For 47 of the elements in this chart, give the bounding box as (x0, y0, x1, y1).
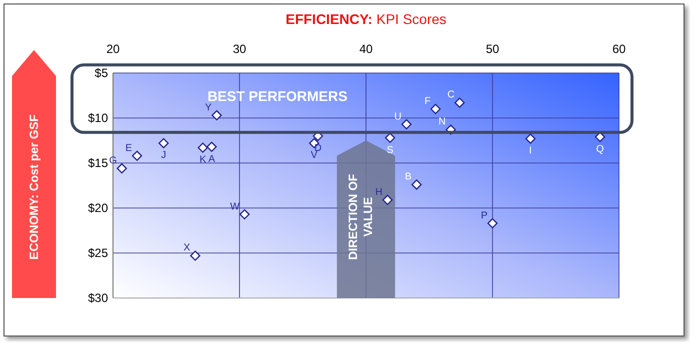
y-tick-label: $5 (94, 66, 108, 80)
annotation: P (480, 210, 488, 222)
annotation: F (424, 96, 431, 107)
point (525, 134, 536, 144)
point (239, 209, 250, 220)
annotation: K (199, 154, 206, 166)
point (384, 132, 396, 143)
annotation: N (438, 116, 446, 128)
point (190, 250, 200, 261)
point (454, 98, 465, 108)
annotation: J (161, 150, 166, 162)
annotation: Q (596, 144, 604, 155)
annotation: Y (205, 102, 212, 114)
point (206, 142, 217, 152)
annotation: DIRECTION OF VALUE (346, 174, 375, 260)
point (430, 104, 441, 114)
y-axis-title: ECONOMY: Cost per GSF (27, 114, 41, 260)
point (382, 194, 393, 205)
y-tick-label: $25 (88, 246, 108, 260)
annotation: U (394, 111, 402, 122)
x-tick-label: 40 (359, 42, 373, 56)
point (212, 110, 222, 120)
y-tick-label: $10 (88, 111, 108, 125)
y-tick-label: $15 (88, 156, 108, 170)
annotation: E (125, 142, 132, 154)
annotation: V (310, 150, 318, 162)
annotation: C (447, 90, 455, 101)
x-tick-label: 20 (106, 42, 120, 56)
x-tick-label: 60 (612, 42, 626, 56)
point (158, 138, 169, 148)
chart-title: EFFICIENCY: KPI Scores (286, 11, 446, 27)
annotation: X (184, 242, 191, 254)
point (198, 142, 208, 153)
point (487, 218, 498, 228)
annotation: I (529, 146, 532, 157)
x-tick-label: 30 (232, 42, 246, 56)
y-tick-label: $20 (88, 201, 108, 215)
point (412, 180, 422, 190)
annotation: H (375, 186, 383, 198)
annotation: B (404, 172, 412, 183)
y-tick-label: $30 (88, 291, 108, 305)
annotation: A (208, 154, 216, 165)
annotation: S (386, 144, 394, 156)
point (132, 150, 142, 161)
x-tick-label: 50 (486, 42, 500, 56)
point (401, 119, 412, 130)
point (116, 163, 127, 174)
